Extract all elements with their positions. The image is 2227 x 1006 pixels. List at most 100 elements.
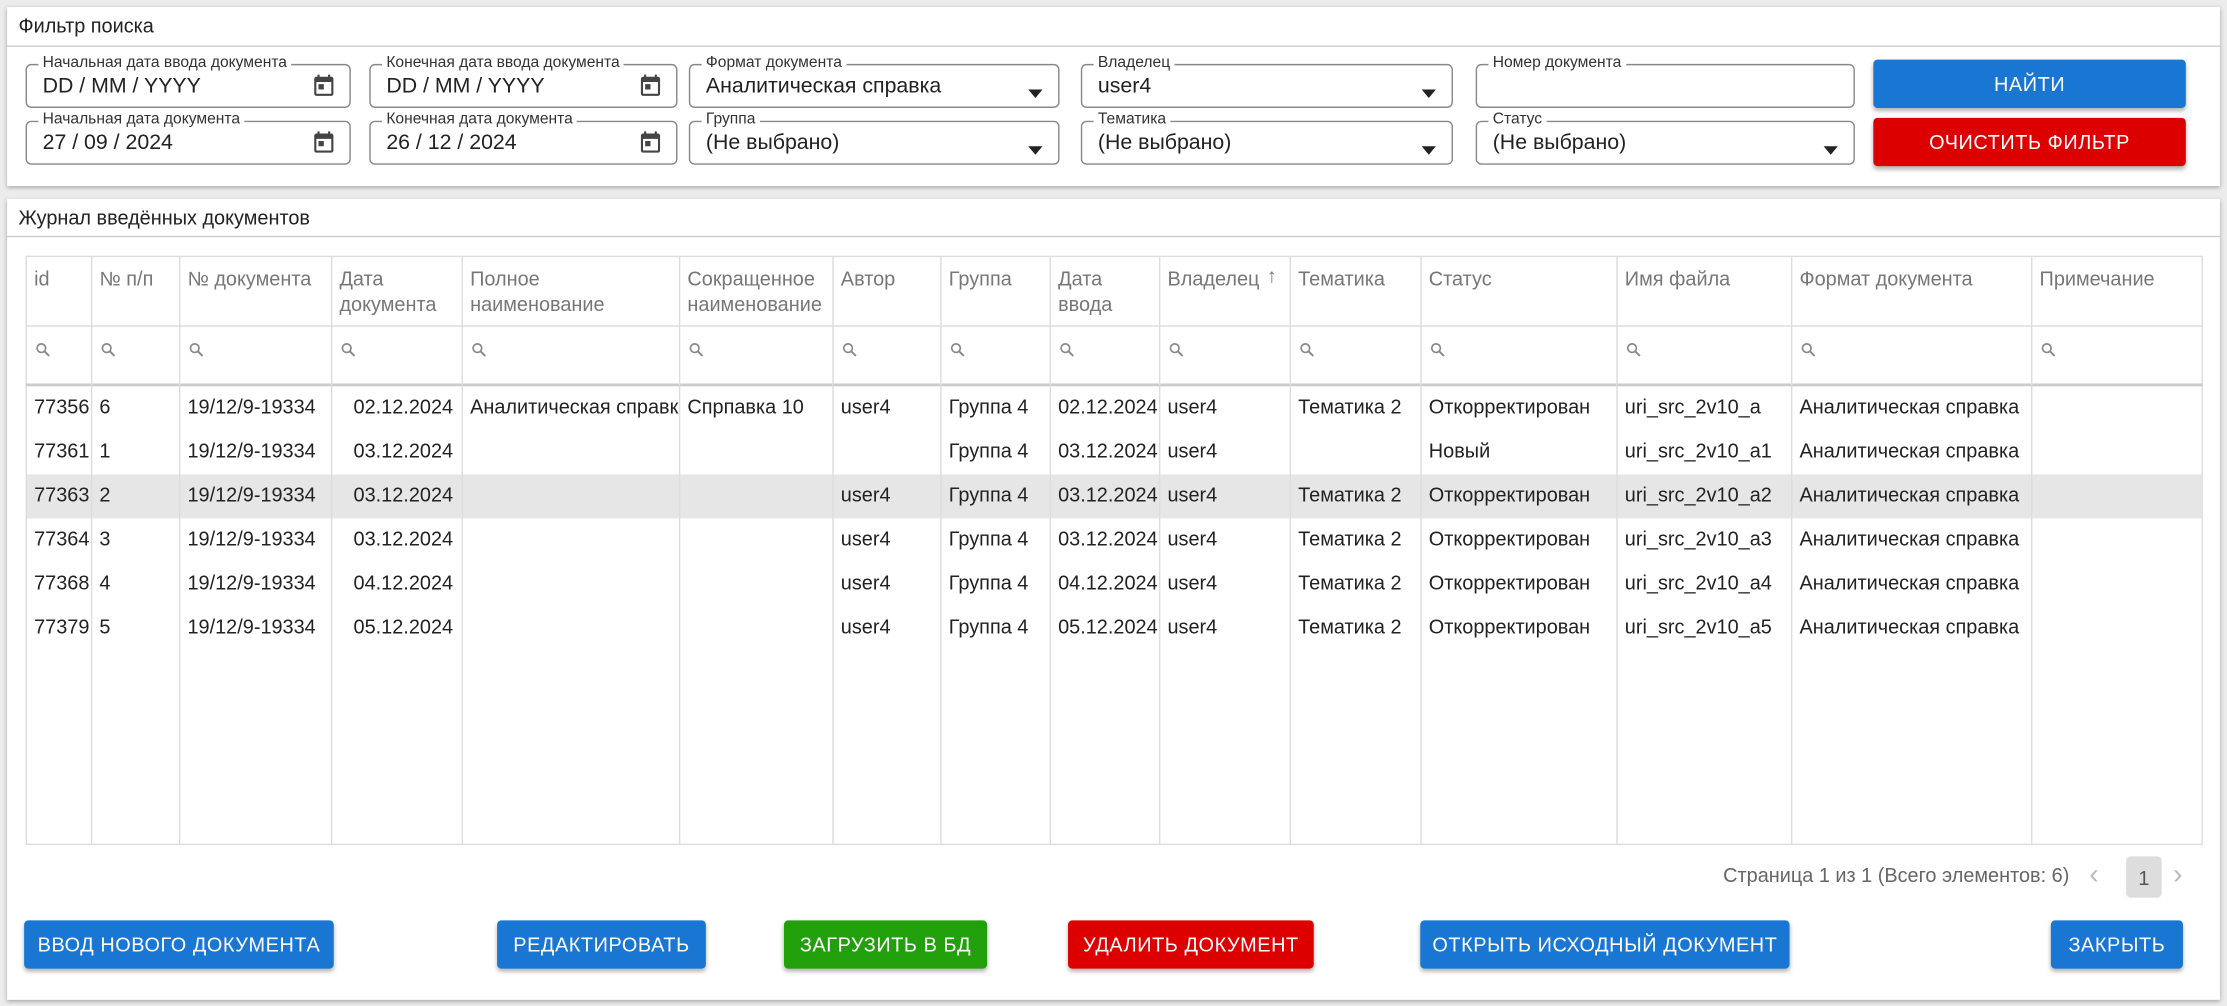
table-cell[interactable]: 5 — [91, 605, 179, 649]
table-cell[interactable]: Группа 4 — [940, 605, 1049, 649]
column-header[interactable]: Примечание — [2031, 256, 2203, 326]
column-header[interactable]: № документа — [179, 256, 331, 326]
table-cell[interactable] — [832, 429, 940, 473]
column-header[interactable]: № п/п — [91, 256, 179, 326]
table-cell[interactable] — [679, 517, 832, 561]
table-cell[interactable]: Аналитическая справка — [1791, 561, 2031, 605]
table-cell[interactable]: 1 — [91, 429, 179, 473]
table-cell[interactable]: Аналитическая справка — [1791, 605, 2031, 649]
table-cell[interactable]: user4 — [1159, 429, 1290, 473]
table-cell[interactable]: uri_src_2v10_a3 — [1616, 517, 1791, 561]
table-cell[interactable]: user4 — [832, 605, 940, 649]
table-cell[interactable]: 19/12/9-19334 — [179, 429, 331, 473]
table-cell[interactable]: 03.12.2024 — [1050, 429, 1159, 473]
table-cell[interactable] — [679, 429, 832, 473]
table-cell[interactable]: user4 — [1159, 517, 1290, 561]
table-cell[interactable]: Тематика 2 — [1290, 561, 1421, 605]
table-cell[interactable]: 77379 — [26, 605, 91, 649]
table-cell[interactable] — [2031, 605, 2203, 649]
table-cell[interactable]: 19/12/9-19334 — [179, 385, 331, 429]
column-header[interactable]: Тематика — [1290, 256, 1421, 326]
column-header[interactable]: Статус — [1420, 256, 1616, 326]
filter-button[interactable]: ОЧИСТИТЬ ФИЛЬТР — [1873, 118, 2185, 166]
table-cell[interactable] — [679, 473, 832, 517]
input-field[interactable]: Конечная дата ввода документаDD / MM / Y… — [369, 64, 677, 108]
table-cell[interactable]: 04.12.2024 — [1050, 561, 1159, 605]
table-cell[interactable] — [2031, 385, 2203, 429]
table-cell[interactable]: Откорректирован — [1420, 605, 1616, 649]
table-cell[interactable]: 77356 — [26, 385, 91, 429]
table-cell[interactable]: 2 — [91, 473, 179, 517]
input-field[interactable]: Начальная дата документа27 / 09 / 2024 — [26, 121, 351, 165]
input-field[interactable]: Тематика(Не выбрано) — [1081, 121, 1453, 165]
table-cell[interactable]: Тематика 2 — [1290, 517, 1421, 561]
column-header[interactable]: Группа — [940, 256, 1049, 326]
input-field[interactable]: Формат документаАналитическая справка — [689, 64, 1060, 108]
table-cell[interactable]: Откорректирован — [1420, 385, 1616, 429]
table-cell[interactable]: 4 — [91, 561, 179, 605]
column-header[interactable]: Сокращенное наименование — [679, 256, 832, 326]
table-cell[interactable]: user4 — [832, 473, 940, 517]
table-cell[interactable] — [679, 605, 832, 649]
table-cell[interactable]: 02.12.2024 — [1050, 385, 1159, 429]
table-cell[interactable]: user4 — [832, 517, 940, 561]
table-cell[interactable]: user4 — [1159, 605, 1290, 649]
table-cell[interactable]: user4 — [1159, 385, 1290, 429]
column-header[interactable]: Имя файла — [1616, 256, 1791, 326]
action-button[interactable]: ЗАКРЫТЬ — [2051, 920, 2183, 968]
table-cell[interactable]: Аналитическая справка — [462, 385, 679, 429]
table-cell[interactable]: 03.12.2024 — [331, 517, 462, 561]
table-cell[interactable]: uri_src_2v10_a2 — [1616, 473, 1791, 517]
table-cell[interactable] — [2031, 517, 2203, 561]
action-button[interactable]: ЗАГРУЗИТЬ В БД — [784, 920, 987, 968]
input-field[interactable]: Начальная дата ввода документаDD / MM / … — [26, 64, 351, 108]
column-header[interactable]: Автор — [832, 256, 940, 326]
input-field[interactable]: Номер документа — [1476, 64, 1855, 108]
table-cell[interactable]: Аналитическая справка — [1791, 385, 2031, 429]
table-cell[interactable]: 03.12.2024 — [1050, 473, 1159, 517]
table-cell[interactable]: Аналитическая справка — [1791, 473, 2031, 517]
next-page[interactable]: › — [2173, 859, 2182, 892]
input-field[interactable]: Конечная дата документа26 / 12 / 2024 — [369, 121, 677, 165]
action-button[interactable]: ВВОД НОВОГО ДОКУМЕНТА — [24, 920, 334, 968]
table-cell[interactable] — [679, 561, 832, 605]
table-cell[interactable]: Аналитическая справка — [1791, 429, 2031, 473]
table-cell[interactable]: 03.12.2024 — [1050, 517, 1159, 561]
column-header[interactable]: Формат документа — [1791, 256, 2031, 326]
table-cell[interactable]: 02.12.2024 — [331, 385, 462, 429]
table-cell[interactable]: 6 — [91, 385, 179, 429]
input-field[interactable]: Владелецuser4 — [1081, 64, 1453, 108]
action-button[interactable]: УДАЛИТЬ ДОКУМЕНТ — [1068, 920, 1314, 968]
table-cell[interactable]: Группа 4 — [940, 385, 1049, 429]
action-button[interactable]: ОТКРЫТЬ ИСХОДНЫЙ ДОКУМЕНТ — [1420, 920, 1789, 968]
table-cell[interactable]: Аналитическая справка — [1791, 517, 2031, 561]
table-cell[interactable] — [2031, 429, 2203, 473]
table-cell[interactable]: Группа 4 — [940, 561, 1049, 605]
table-cell[interactable] — [462, 517, 679, 561]
table-cell[interactable]: 03.12.2024 — [331, 473, 462, 517]
table-cell[interactable]: Группа 4 — [940, 429, 1049, 473]
table-cell[interactable]: Группа 4 — [940, 473, 1049, 517]
table-cell[interactable]: Новый — [1420, 429, 1616, 473]
table-cell[interactable]: user4 — [832, 385, 940, 429]
table-cell[interactable] — [2031, 473, 2203, 517]
column-header[interactable]: id — [26, 256, 91, 326]
table-cell[interactable]: 05.12.2024 — [1050, 605, 1159, 649]
prev-page[interactable]: ‹ — [2089, 859, 2098, 892]
column-header[interactable]: Полное наименование — [462, 256, 679, 326]
table-cell[interactable]: Откорректирован — [1420, 517, 1616, 561]
table-cell[interactable]: Спрпавка 10 — [679, 385, 832, 429]
table-cell[interactable]: Тематика 2 — [1290, 605, 1421, 649]
table-cell[interactable]: 05.12.2024 — [331, 605, 462, 649]
table-cell[interactable] — [462, 429, 679, 473]
table-cell[interactable]: user4 — [832, 561, 940, 605]
table-cell[interactable]: 19/12/9-19334 — [179, 561, 331, 605]
table-cell[interactable] — [2031, 561, 2203, 605]
table-cell[interactable] — [462, 605, 679, 649]
table-cell[interactable]: Группа 4 — [940, 517, 1049, 561]
table-cell[interactable]: uri_src_2v10_a5 — [1616, 605, 1791, 649]
table-cell[interactable]: 77361 — [26, 429, 91, 473]
table-cell[interactable]: user4 — [1159, 473, 1290, 517]
table-cell[interactable]: 77363 — [26, 473, 91, 517]
table-cell[interactable]: 19/12/9-19334 — [179, 517, 331, 561]
